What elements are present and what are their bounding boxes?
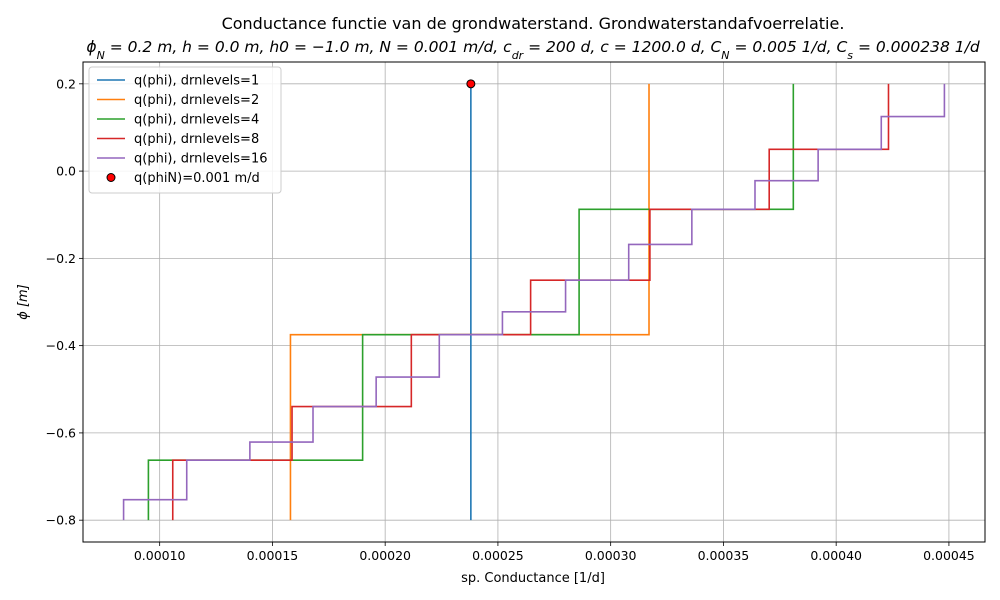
x-tick-label: 0.00020 xyxy=(359,548,411,563)
legend-label: q(phi), drnlevels=1 xyxy=(134,74,259,89)
x-tick-label: 0.00025 xyxy=(472,548,524,563)
legend-box xyxy=(88,66,282,194)
x-tick-label: 0.00010 xyxy=(134,548,186,563)
legend-label: q(phi), drnlevels=8 xyxy=(134,132,259,147)
x-tick-label: 0.00040 xyxy=(810,548,862,563)
plot-points xyxy=(466,79,476,89)
x-tick-label: 0.00035 xyxy=(698,548,750,563)
y-tick-label: −0.4 xyxy=(46,338,76,353)
chart-title: Conductance functie van de grondwatersta… xyxy=(222,14,845,33)
legend-marker xyxy=(106,173,116,182)
y-axis-label: ϕ [m] xyxy=(16,284,31,320)
legend-label: q(phiN)=0.001 m/d xyxy=(134,171,260,186)
chart-subtitle: ϕN = 0.2 m, h = 0.0 m, h0 = −1.0 m, N = … xyxy=(86,38,979,62)
axis-ticks: 0.00010 0.00015 0.00020 0.00025 0.00030 0.000… xyxy=(46,76,975,563)
legend-label: q(phi), drnlevels=16 xyxy=(134,152,268,167)
x-tick-label: 0.00045 xyxy=(923,548,975,563)
y-tick-label: 0.2 xyxy=(56,76,76,91)
y-tick-label: −0.6 xyxy=(46,425,76,440)
y-tick-label: −0.8 xyxy=(46,513,76,528)
plot-series xyxy=(122,83,946,521)
x-axis-label: sp. Conductance [1/d] xyxy=(461,571,605,586)
x-tick-label: 0.00015 xyxy=(247,548,299,563)
plot-frame xyxy=(82,61,986,543)
marker-point-1 xyxy=(466,79,476,89)
legend-label: q(phi), drnlevels=4 xyxy=(134,113,259,128)
y-tick-label: −0.2 xyxy=(46,251,76,266)
legend: q(phi), drnlevels=1 q(phi), drnlevels=2 q(… xyxy=(88,66,282,194)
series-line-4 xyxy=(171,83,890,521)
x-tick-label: 0.00030 xyxy=(585,548,637,563)
y-tick-label: 0.0 xyxy=(56,164,76,179)
legend-label: q(phi), drnlevels=2 xyxy=(134,93,259,108)
series-line-5 xyxy=(122,83,946,521)
